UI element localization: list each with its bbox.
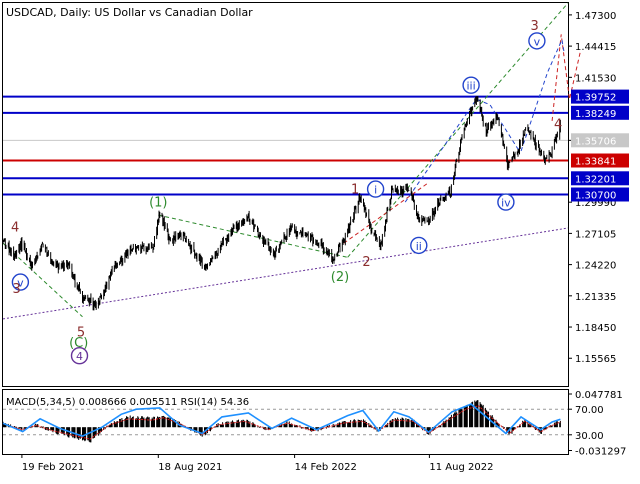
wave-label-6: (1) xyxy=(149,196,167,211)
wave-label-10: 2 xyxy=(362,255,370,270)
level-tag-3 xyxy=(571,171,629,186)
x-tick-label-3: 11 Aug 2022 xyxy=(429,462,493,473)
level-tag-label-0: 1.39752 xyxy=(575,93,616,104)
rsi-line xyxy=(2,403,561,437)
wave-circle-14 xyxy=(528,32,546,50)
ind-tick-label-1: 70.00 xyxy=(575,405,604,416)
x-tick-label-2: 14 Feb 2022 xyxy=(295,462,357,473)
level-tag-0 xyxy=(571,89,629,104)
trendline-2 xyxy=(158,214,348,258)
wave-circle-1 xyxy=(11,273,30,291)
wave-circle-12 xyxy=(462,76,480,94)
wave-circle-11 xyxy=(410,236,428,255)
y-tick-label-8: 1.18450 xyxy=(575,323,616,334)
wave-label-15: 3 xyxy=(531,19,539,34)
trendline-6 xyxy=(404,38,565,203)
level-tag-label-1: 1.38249 xyxy=(575,109,616,120)
y-tick-label-6: 1.24220 xyxy=(575,261,616,272)
horizontal-levels xyxy=(3,95,568,196)
wave-label-13: iv xyxy=(501,197,511,210)
chart-title: USDCAD, Daily: US Dollar vs Canadian Dol… xyxy=(6,6,253,19)
indicator-plots xyxy=(2,400,568,443)
level-tag-2 xyxy=(571,153,629,168)
price-candles xyxy=(2,96,561,311)
wave-circle-9 xyxy=(366,180,385,198)
y-tick-label-9: 1.15565 xyxy=(575,354,616,365)
level-tag-1 xyxy=(571,105,629,120)
wave-label-5: 4 xyxy=(76,350,83,363)
wave-label-4: (C) xyxy=(69,336,88,351)
y-tick-label-5: 1.27105 xyxy=(575,229,616,240)
ind-tick-label-3: -0.031297 xyxy=(575,447,626,458)
x-tick-label-0: 19 Feb 2021 xyxy=(22,462,84,473)
wave-label-3: 5 xyxy=(77,325,85,340)
wave-label-1: v xyxy=(17,277,24,290)
wave-circle-13 xyxy=(497,193,515,211)
wave-label-7: (2) xyxy=(331,270,349,285)
wave-circle-5 xyxy=(70,347,89,365)
price-panel-frame xyxy=(2,2,569,387)
current-price-tag xyxy=(571,133,629,148)
y-tick-label-4: 1.29990 xyxy=(575,198,616,209)
y-tick-label-0: 1.47300 xyxy=(575,11,616,22)
level-tag-label-2: 1.33841 xyxy=(575,157,616,168)
y-tick-label-7: 1.21335 xyxy=(575,292,616,303)
wave-label-14: v xyxy=(534,35,541,48)
ind-tick-label-2: 30.00 xyxy=(575,431,604,442)
indicator-axis: 0.047781 70.00 30.00 -0.031297 xyxy=(568,390,626,458)
trendline-0 xyxy=(2,227,569,320)
x-tick-label-1: 18 Aug 2021 xyxy=(158,462,222,473)
time-axis: 19 Feb 2021 18 Aug 2021 14 Feb 2022 11 Aug … xyxy=(21,454,493,473)
wave-label-9: i xyxy=(374,184,377,197)
trendline-4 xyxy=(343,182,429,244)
level-tag-label-3: 1.32201 xyxy=(575,174,616,185)
wave-label-11: ii xyxy=(416,240,422,253)
level-tag-label-4: 1.30700 xyxy=(575,191,616,202)
level-tag-4 xyxy=(571,187,629,202)
wave-label-16: 4 xyxy=(554,118,562,133)
current-price-label: 1.35706 xyxy=(575,136,616,147)
macd-signal-line xyxy=(2,405,561,440)
indicator-title: MACD(5,34,5) 0.008666 0.005511 RSI(14) 5… xyxy=(6,397,249,408)
ind-tick-label-0: 0.047781 xyxy=(575,390,623,401)
wave-label-2: 3 xyxy=(12,282,20,297)
trendline-5 xyxy=(551,34,581,121)
wave-label-8: 1 xyxy=(351,183,359,198)
y-tick-label-1: 1.44415 xyxy=(575,42,616,53)
price-axis: 1.47300 1.44415 1.41530 1.35706 1.29990 1.271… xyxy=(568,11,629,365)
y-tick-label-2: 1.41530 xyxy=(575,73,616,84)
wave-label-0: 4 xyxy=(11,221,19,236)
wave-label-12: iii xyxy=(467,80,476,93)
